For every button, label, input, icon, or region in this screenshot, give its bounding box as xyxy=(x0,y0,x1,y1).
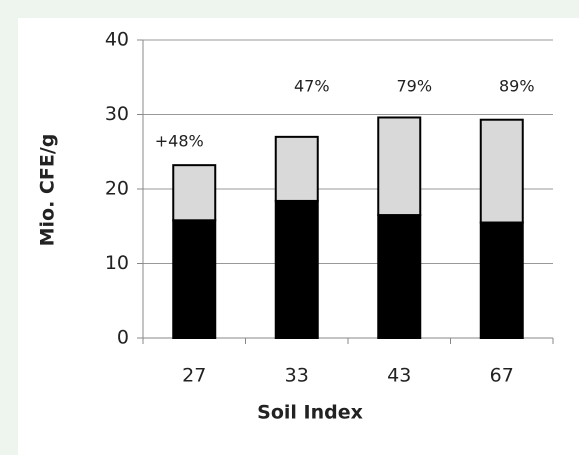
x-tick-label: 27 xyxy=(182,365,206,387)
bar-segment xyxy=(479,221,524,339)
annotation: 89% xyxy=(499,77,535,96)
bar-segment xyxy=(172,219,217,339)
x-tick-label: 43 xyxy=(387,365,411,387)
x-tick-label: 67 xyxy=(490,365,514,387)
bar-segment xyxy=(274,135,319,202)
annotation: 79% xyxy=(396,77,432,96)
bar-segment xyxy=(274,199,319,339)
y-tick-label: 10 xyxy=(105,252,129,274)
y-axis-label: Mio. CFE/g xyxy=(37,134,59,247)
y-tick-label: 20 xyxy=(105,178,129,200)
x-tick-label: 33 xyxy=(285,365,309,387)
bar-segment xyxy=(172,164,217,222)
y-tick-label: 40 xyxy=(105,29,129,51)
bar-segment xyxy=(377,116,422,217)
bar-segment xyxy=(479,118,524,224)
x-axis-label: Soil Index xyxy=(257,402,363,424)
y-tick-label: 0 xyxy=(117,327,129,349)
bar-segment xyxy=(377,214,422,339)
annotation: +48% xyxy=(155,132,204,151)
annotation: 47% xyxy=(294,77,330,96)
y-tick-label: 30 xyxy=(105,103,129,125)
